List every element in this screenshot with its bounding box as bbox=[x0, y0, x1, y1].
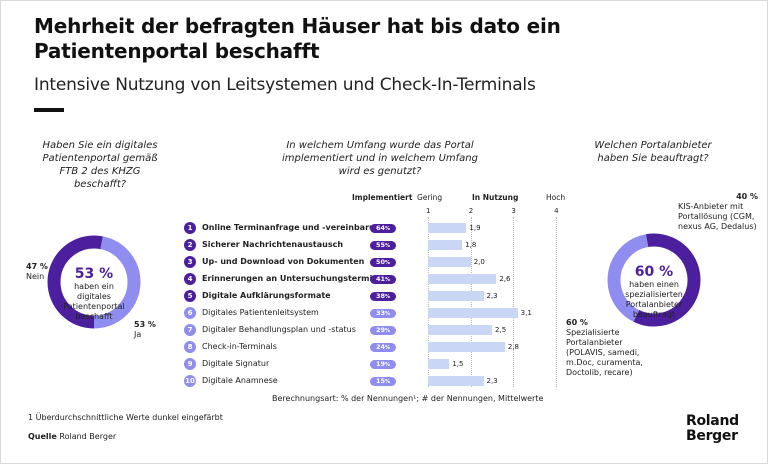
x-gridline-3 bbox=[513, 217, 515, 387]
roland-berger-logo: Roland Berger bbox=[686, 414, 739, 444]
row-label-2: Sicherer Nachrichtenaustausch bbox=[202, 240, 344, 249]
row-label-4: Erinnerungen an Untersuchungstermine bbox=[202, 274, 384, 283]
row-label-10: Digitale Anamnese bbox=[202, 376, 278, 385]
row-label-6: Digitales Patientenleitsystem bbox=[202, 308, 319, 317]
calculation-note: Berechnungsart: % der Nennungen¹; # der … bbox=[272, 394, 544, 403]
row-label-8: Check-in-Terminals bbox=[202, 342, 277, 351]
source-line: Quelle Roland Berger bbox=[28, 432, 116, 441]
middle-question: In welchem Umfang wurde das Portal imple… bbox=[281, 140, 478, 177]
row-number-4: 4 bbox=[184, 273, 196, 285]
implementiert-pill-8: 24% bbox=[370, 342, 396, 352]
nutzung-bar-1 bbox=[428, 223, 467, 233]
row-number-7: 7 bbox=[184, 324, 196, 336]
left-center-text: haben ein digitales Patientenportal besc… bbox=[63, 282, 125, 321]
nutzung-value-1: 1,9 bbox=[469, 224, 481, 232]
source-value: Roland Berger bbox=[59, 432, 117, 441]
x-tick-4: 4 bbox=[554, 207, 559, 215]
col-header-hoch: Hoch bbox=[546, 193, 566, 202]
row-number-10: 10 bbox=[184, 375, 196, 387]
nutzung-bar-6 bbox=[428, 308, 518, 318]
row-label-3: Up- und Download von Dokumenten bbox=[202, 257, 365, 266]
implementiert-pill-3: 50% bbox=[370, 257, 396, 267]
row-label-1: Online Terminanfrage und -vereinbarung bbox=[202, 223, 387, 232]
provider-donut-chart bbox=[607, 233, 701, 327]
nein-label: 47 % Nein bbox=[26, 262, 48, 282]
ja-value: 53 % bbox=[134, 320, 156, 329]
nutzung-bar-8 bbox=[428, 342, 505, 352]
row-label-9: Digitale Signatur bbox=[202, 359, 270, 368]
implementiert-pill-2: 55% bbox=[370, 240, 396, 250]
x-tick-1: 1 bbox=[426, 207, 431, 215]
nutzung-bar-4 bbox=[428, 274, 497, 284]
row-label-7: Digitaler Behandlungsplan und -status bbox=[202, 325, 356, 334]
x-gridline-4 bbox=[556, 217, 558, 387]
provider-slice-spezialisierte-portalanbieter bbox=[607, 233, 701, 327]
kis-value: 40 % bbox=[736, 192, 758, 201]
nutzung-value-8: 2,8 bbox=[507, 343, 519, 351]
nutzung-value-4: 2,6 bbox=[499, 275, 511, 283]
left-donut-center: 53 % haben ein digitales Patientenportal… bbox=[59, 266, 129, 322]
right-center-text: haben einen spezialisierten Portalanbiet… bbox=[625, 280, 683, 319]
row-number-3: 3 bbox=[184, 256, 196, 268]
portal-slice-nein bbox=[47, 235, 141, 329]
implementiert-pill-10: 15% bbox=[370, 376, 396, 386]
kis-text: KIS-Anbieter mit Portallösung (CGM, nexu… bbox=[678, 202, 757, 231]
row-number-9: 9 bbox=[184, 358, 196, 370]
row-number-8: 8 bbox=[184, 341, 196, 353]
title-accent-line bbox=[34, 108, 64, 112]
x-gridline-2 bbox=[470, 217, 472, 387]
right-question: Welchen Portalanbieter haben Sie beauftr… bbox=[594, 140, 712, 164]
x-gridline-1 bbox=[428, 217, 429, 387]
nutzung-value-3: 2,0 bbox=[473, 258, 485, 266]
nutzung-value-10: 2,3 bbox=[486, 377, 498, 385]
left-question: Haben Sie ein digitales Patientenportal … bbox=[42, 140, 158, 190]
ja-text: Ja bbox=[134, 330, 142, 339]
nutzung-bar-7 bbox=[428, 325, 493, 335]
right-center-value: 60 % bbox=[634, 264, 674, 280]
col-header-in-nutzung: In Nutzung bbox=[472, 193, 519, 202]
nutzung-bar-9 bbox=[428, 359, 450, 369]
portal-donut-chart bbox=[47, 235, 141, 329]
spec-text: Spezialisierte Portalanbieter (POLAVIS, … bbox=[566, 328, 643, 377]
row-number-6: 6 bbox=[184, 307, 196, 319]
ja-label: 53 % Ja bbox=[134, 320, 156, 340]
nutzung-bar-2 bbox=[428, 240, 463, 250]
implementiert-pill-7: 29% bbox=[370, 325, 396, 335]
logo-line-1: Roland bbox=[686, 413, 739, 429]
kis-label: 40 % KIS-Anbieter mit Portallösung (CGM,… bbox=[678, 192, 758, 232]
implementiert-pill-6: 33% bbox=[370, 308, 396, 318]
nutzung-bar-5 bbox=[428, 291, 484, 301]
source-label: Quelle bbox=[28, 432, 57, 441]
implementiert-pill-4: 41% bbox=[370, 274, 396, 284]
spec-value: 60 % bbox=[566, 318, 588, 327]
nutzung-bar-10 bbox=[428, 376, 484, 386]
row-number-1: 1 bbox=[184, 222, 196, 234]
footnote: 1 Überdurchschnittliche Werte dunkel ein… bbox=[28, 413, 223, 422]
nutzung-value-6: 3,1 bbox=[520, 309, 532, 317]
col-header-gering: Gering bbox=[417, 193, 443, 202]
implementiert-pill-9: 19% bbox=[370, 359, 396, 369]
x-tick-3: 3 bbox=[511, 207, 516, 215]
nutzung-value-7: 2,5 bbox=[495, 326, 507, 334]
nutzung-value-9: 1,5 bbox=[452, 360, 464, 368]
nutzung-value-5: 2,3 bbox=[486, 292, 498, 300]
page-title: Mehrheit der befragten Häuser hat bis da… bbox=[34, 14, 561, 63]
x-tick-2: 2 bbox=[468, 207, 474, 215]
nein-text: Nein bbox=[26, 272, 45, 281]
row-number-2: 2 bbox=[184, 239, 196, 251]
left-center-value: 53 % bbox=[74, 266, 114, 282]
nein-value: 47 % bbox=[26, 262, 48, 271]
implementiert-pill-5: 38% bbox=[370, 291, 396, 301]
page-subtitle: Intensive Nutzung von Leitsystemen und C… bbox=[34, 75, 536, 95]
implementiert-pill-1: 64% bbox=[370, 223, 396, 233]
logo-line-2: Berger bbox=[686, 428, 738, 444]
nutzung-bar-3 bbox=[428, 257, 471, 267]
col-header-implementiert: Implementiert bbox=[352, 193, 413, 202]
row-number-5: 5 bbox=[184, 290, 196, 302]
row-label-5: Digitale Aufklärungsformate bbox=[202, 291, 331, 300]
right-donut-center: 60 % haben einen spezialisierten Portala… bbox=[618, 264, 690, 320]
nutzung-value-2: 1,8 bbox=[465, 241, 477, 249]
spec-label: 60 % Spezialisierte Portalanbieter (POLA… bbox=[566, 318, 658, 378]
